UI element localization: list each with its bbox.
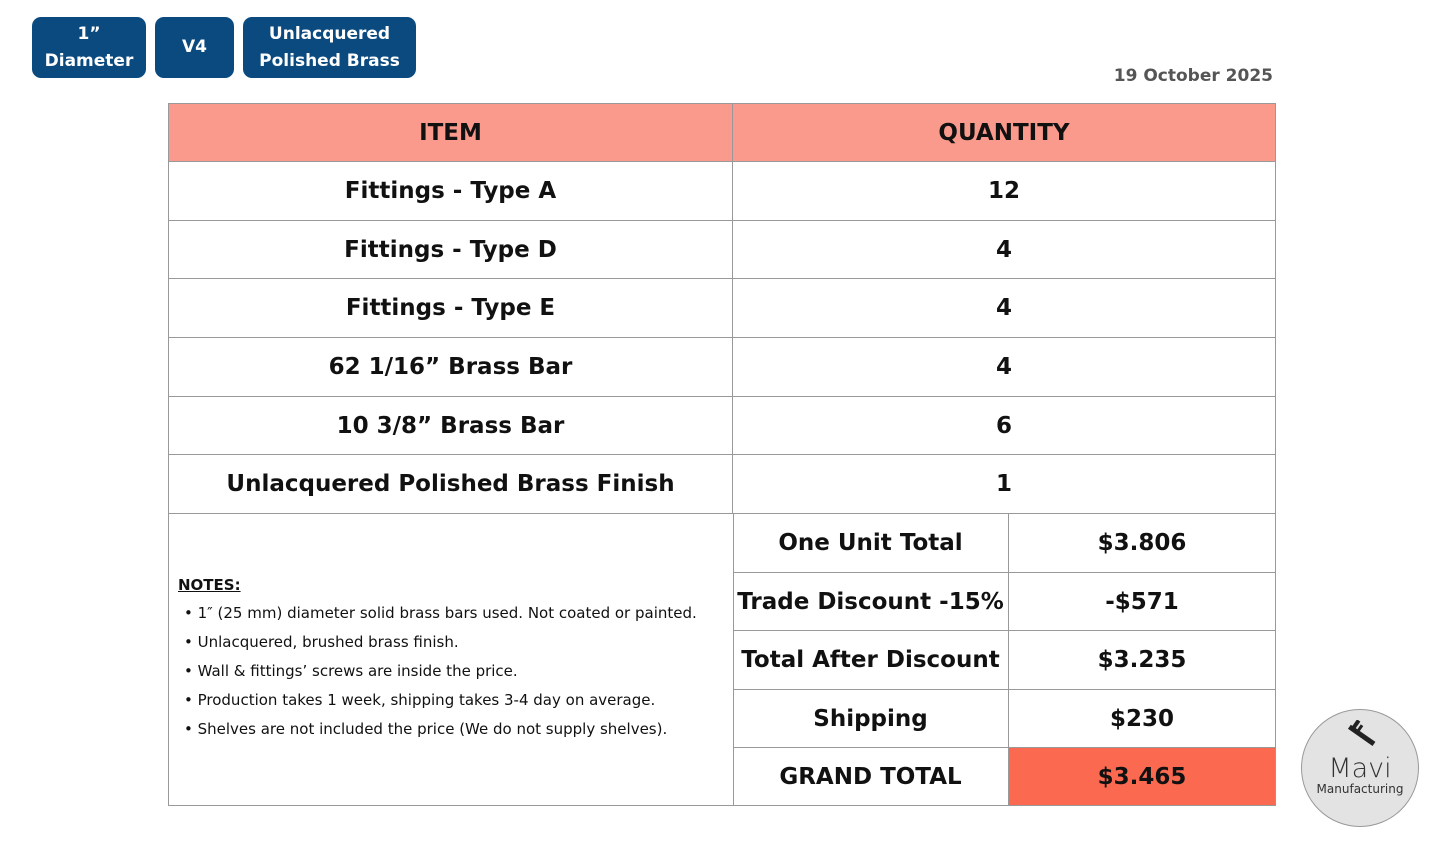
summary-label-text: GRAND TOTAL xyxy=(779,763,962,790)
summary-label: GRAND TOTAL xyxy=(733,748,1009,806)
tag-version: V4 xyxy=(155,17,234,78)
notes: NOTES: • 1″ (25 mm) diameter solid brass… xyxy=(178,576,697,749)
summary-label-text: Trade Discount -15% xyxy=(737,588,1004,615)
logo-name: Mavi xyxy=(1328,753,1392,784)
note-item: • 1″ (25 mm) diameter solid brass bars u… xyxy=(184,604,697,622)
item-cell: Fittings - Type E xyxy=(169,279,733,338)
header-item: ITEM xyxy=(169,104,733,162)
summary-value: $230 xyxy=(1009,690,1276,748)
note-item: • Production takes 1 week, shipping take… xyxy=(184,691,656,709)
tag-line: Polished Brass xyxy=(259,50,400,71)
item-cell-text: Fittings - Type E xyxy=(345,295,556,321)
quantity-cell-text: 1 xyxy=(995,471,1012,497)
summary-value-text: $3.806 xyxy=(1097,530,1187,556)
quote-table: NOTES: • 1″ (25 mm) diameter solid brass… xyxy=(168,103,1276,806)
notes-title: NOTES: xyxy=(178,576,241,594)
quantity-cell: 4 xyxy=(733,279,1276,338)
quantity-cell: 6 xyxy=(733,397,1276,455)
summary-label: Trade Discount -15% xyxy=(733,573,1009,631)
summary-value-text: $230 xyxy=(1109,705,1174,732)
tag-line: Unlacquered xyxy=(268,23,391,44)
quantity-cell: 12 xyxy=(733,162,1276,221)
note-item: • Shelves are not included the price (We… xyxy=(184,720,668,738)
item-cell-text: Fittings - Type A xyxy=(344,178,557,204)
quantity-cell-text: 4 xyxy=(995,354,1012,380)
item-cell: Fittings - Type D xyxy=(169,221,733,279)
tag-diameter: 1” Diameter xyxy=(32,17,146,78)
quantity-cell-text: 4 xyxy=(995,236,1012,263)
item-cell: 62 1/16” Brass Bar xyxy=(169,338,733,397)
summary-label-text: Shipping xyxy=(813,705,928,732)
item-cell-text: Unlacquered Polished Brass Finish xyxy=(226,471,675,497)
summary-value: $3.465 xyxy=(1009,748,1276,806)
item-cell-text: Fittings - Type D xyxy=(344,236,557,263)
summary-value: -$571 xyxy=(1009,573,1276,631)
company-logo: Mavi Manufacturing xyxy=(1301,709,1419,827)
quantity-cell: 4 xyxy=(733,338,1276,397)
summary-label-text: One Unit Total xyxy=(778,530,963,556)
item-cell-text: 10 3/8” Brass Bar xyxy=(336,412,565,439)
item-cell: Unlacquered Polished Brass Finish xyxy=(169,455,733,514)
tag-line: 1” xyxy=(77,23,101,44)
summary-value-text: -$571 xyxy=(1105,588,1179,615)
summary-label: One Unit Total xyxy=(733,514,1009,573)
tag-line: Diameter xyxy=(44,50,134,71)
tag-line: V4 xyxy=(182,37,207,57)
notes-cell-border xyxy=(733,514,734,806)
item-cell-text: 62 1/16” Brass Bar xyxy=(328,354,573,380)
summary-label: Total After Discount xyxy=(733,631,1009,690)
tag-finish: Unlacquered Polished Brass xyxy=(243,17,416,78)
quantity-cell-text: 4 xyxy=(995,295,1012,321)
summary-value: $3.235 xyxy=(1009,631,1276,690)
quantity-cell-text: 6 xyxy=(995,412,1012,439)
quote-date: 19 October 2025 xyxy=(1113,66,1273,86)
caliper-icon xyxy=(1347,719,1376,746)
summary-label: Shipping xyxy=(733,690,1009,748)
summary-value-text: $3.465 xyxy=(1097,763,1187,790)
quantity-cell-text: 12 xyxy=(987,178,1020,204)
item-cell: Fittings - Type A xyxy=(169,162,733,221)
summary-label-text: Total After Discount xyxy=(741,647,1000,673)
note-item: • Wall & fittings’ screws are inside the… xyxy=(184,662,518,680)
logo-sub: Manufacturing xyxy=(1316,782,1404,796)
item-cell: 10 3/8” Brass Bar xyxy=(169,397,733,455)
note-item: • Unlacquered, brushed brass finish. xyxy=(184,633,459,651)
quantity-cell: 4 xyxy=(733,221,1276,279)
header-quantity-text: QUANTITY xyxy=(938,119,1070,146)
summary-value: $3.806 xyxy=(1009,514,1276,573)
summary-value-text: $3.235 xyxy=(1097,647,1187,673)
quantity-cell: 1 xyxy=(733,455,1276,514)
header-item-text: ITEM xyxy=(419,119,482,146)
header-quantity: QUANTITY xyxy=(733,104,1276,162)
